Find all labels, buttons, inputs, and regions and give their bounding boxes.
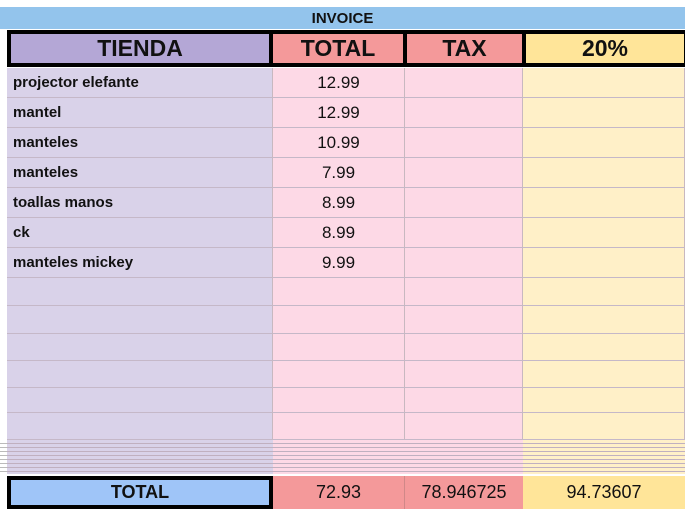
cell-tienda[interactable]: toallas manos [7, 188, 273, 218]
cell-tienda[interactable]: mantel [7, 98, 273, 128]
cell-tax[interactable] [405, 306, 523, 334]
cell-tienda[interactable]: ck [7, 218, 273, 248]
cell-tax[interactable] [405, 98, 523, 128]
cell-pct[interactable] [523, 388, 685, 413]
cell-total[interactable] [273, 278, 405, 306]
cell-total[interactable] [273, 388, 405, 413]
cell-tax[interactable] [405, 334, 523, 361]
cell-pct[interactable] [523, 361, 685, 388]
header-tax[interactable]: TAX [403, 30, 526, 67]
cell-tax[interactable] [405, 128, 523, 158]
cell-tienda[interactable] [7, 413, 273, 440]
cell-tax[interactable] [405, 68, 523, 98]
cell-pct[interactable] [523, 128, 685, 158]
header-pct[interactable]: 20% [522, 30, 685, 67]
cell-tienda[interactable]: manteles [7, 128, 273, 158]
cell-pct[interactable] [523, 334, 685, 361]
cell-tienda[interactable]: projector elefante [7, 68, 273, 98]
cell-total[interactable]: 8.99 [273, 218, 405, 248]
cell-total[interactable]: 8.99 [273, 188, 405, 218]
cell-tienda[interactable] [7, 278, 273, 306]
collapsed-rows [405, 440, 523, 474]
cell-tienda[interactable] [7, 306, 273, 334]
collapsed-rows [523, 440, 685, 474]
header-total[interactable]: TOTAL [269, 30, 407, 67]
total-label[interactable]: TOTAL [7, 476, 273, 509]
cell-total[interactable]: 7.99 [273, 158, 405, 188]
cell-tax[interactable] [405, 278, 523, 306]
cell-total[interactable]: 12.99 [273, 98, 405, 128]
cell-total[interactable] [273, 413, 405, 440]
cell-tienda[interactable] [7, 361, 273, 388]
cell-tax[interactable] [405, 158, 523, 188]
total-pct[interactable]: 94.73607 [523, 476, 685, 509]
row-header-stub [0, 440, 7, 474]
cell-tax[interactable] [405, 188, 523, 218]
cell-total[interactable] [273, 361, 405, 388]
cell-total[interactable] [273, 306, 405, 334]
cell-pct[interactable] [523, 98, 685, 128]
cell-total[interactable]: 12.99 [273, 68, 405, 98]
cell-tienda[interactable] [7, 388, 273, 413]
cell-tax[interactable] [405, 413, 523, 440]
cell-pct[interactable] [523, 278, 685, 306]
cell-pct[interactable] [523, 413, 685, 440]
cell-tax[interactable] [405, 218, 523, 248]
cell-pct[interactable] [523, 158, 685, 188]
total-tax[interactable]: 78.946725 [405, 476, 523, 509]
cell-total[interactable]: 10.99 [273, 128, 405, 158]
total-sum[interactable]: 72.93 [273, 476, 405, 509]
cell-tienda[interactable]: manteles mickey [7, 248, 273, 278]
cell-pct[interactable] [523, 306, 685, 334]
cell-tax[interactable] [405, 388, 523, 413]
cell-pct[interactable] [523, 248, 685, 278]
cell-total[interactable]: 9.99 [273, 248, 405, 278]
invoice-title[interactable]: INVOICE [0, 7, 685, 29]
cell-pct[interactable] [523, 188, 685, 218]
cell-pct[interactable] [523, 68, 685, 98]
cell-tax[interactable] [405, 361, 523, 388]
collapsed-rows [7, 440, 273, 474]
collapsed-rows [273, 440, 405, 474]
cell-tienda[interactable] [7, 334, 273, 361]
cell-pct[interactable] [523, 218, 685, 248]
cell-tienda[interactable]: manteles [7, 158, 273, 188]
header-tienda[interactable]: TIENDA [7, 30, 273, 67]
cell-total[interactable] [273, 334, 405, 361]
cell-tax[interactable] [405, 248, 523, 278]
